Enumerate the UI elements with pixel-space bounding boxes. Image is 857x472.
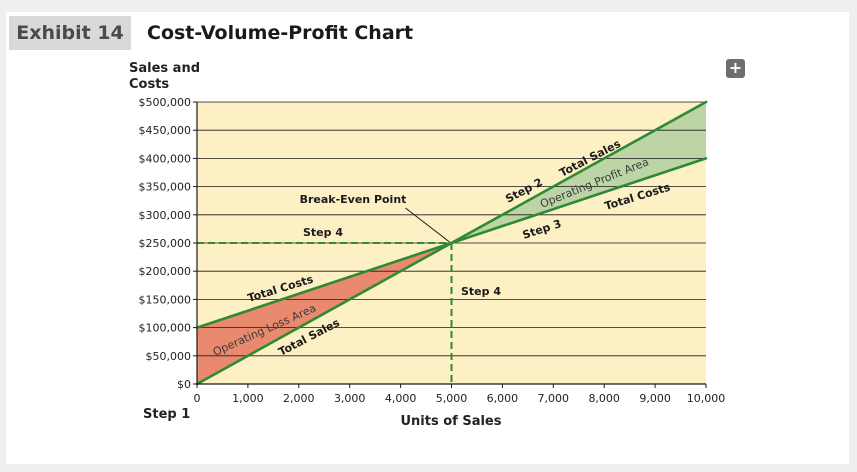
- x-tick-label: 1,000: [232, 392, 264, 405]
- y-tick-label: $350,000: [139, 181, 192, 194]
- break-even-leader: [405, 207, 450, 243]
- x-tick-label: 0: [194, 392, 201, 405]
- x-tick-label: 3,000: [334, 392, 366, 405]
- x-tick-label: 8,000: [588, 392, 620, 405]
- y-tick-label: $400,000: [139, 152, 192, 165]
- exhibit-tag: Exhibit 14: [9, 16, 131, 50]
- y-axis-title-line2: Costs: [129, 77, 169, 92]
- y-tick-label: $450,000: [139, 124, 192, 137]
- x-tick-label: 10,000: [687, 392, 726, 405]
- x-axis-title: Units of Sales: [400, 414, 501, 429]
- step4-horizontal-label: Step 4: [303, 226, 343, 239]
- y-tick-label: $50,000: [146, 350, 192, 363]
- y-tick-label: $150,000: [139, 293, 192, 306]
- step4-vertical-label: Step 4: [461, 285, 501, 298]
- axes: $0 $50,000 $100,000 $150,000 $200,000 $250,00…: [139, 96, 726, 405]
- x-tick-label: 5,000: [436, 392, 468, 405]
- y-axis-title-line1: Sales and: [129, 61, 200, 76]
- x-tick-label: 7,000: [538, 392, 570, 405]
- y-tick-label: $500,000: [139, 96, 192, 109]
- x-tick-label: 4,000: [385, 392, 417, 405]
- x-tick-label: 9,000: [639, 392, 671, 405]
- y-tick-label: $300,000: [139, 209, 192, 222]
- y-tick-label: $100,000: [139, 322, 192, 335]
- x-tick-label: 2,000: [283, 392, 315, 405]
- y-tick-label: $250,000: [139, 237, 192, 250]
- y-tick-label: $0: [177, 378, 191, 391]
- y-tick-label: $200,000: [139, 265, 192, 278]
- break-even-label: Break-Even Point: [300, 193, 407, 206]
- chart-title: Cost-Volume-Profit Chart: [147, 22, 414, 44]
- x-tick-label: 6,000: [487, 392, 519, 405]
- step1-label: Step 1: [143, 407, 190, 422]
- series-lines: [195, 100, 708, 386]
- expand-button[interactable]: +: [726, 59, 745, 78]
- plus-icon: +: [728, 58, 743, 77]
